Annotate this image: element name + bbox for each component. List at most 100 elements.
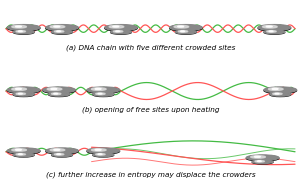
Circle shape xyxy=(96,93,105,95)
Circle shape xyxy=(52,30,72,34)
Circle shape xyxy=(16,93,25,95)
Circle shape xyxy=(266,26,272,27)
Circle shape xyxy=(111,30,131,34)
Circle shape xyxy=(87,149,119,154)
Circle shape xyxy=(8,25,40,31)
Circle shape xyxy=(92,88,106,90)
Circle shape xyxy=(46,25,78,31)
Circle shape xyxy=(272,88,278,89)
Circle shape xyxy=(13,92,34,96)
Circle shape xyxy=(54,31,64,32)
Circle shape xyxy=(95,149,101,150)
Circle shape xyxy=(54,149,60,150)
Circle shape xyxy=(50,25,65,28)
Circle shape xyxy=(93,153,114,157)
Circle shape xyxy=(52,153,72,157)
Circle shape xyxy=(93,92,114,96)
Circle shape xyxy=(46,25,78,30)
Circle shape xyxy=(8,88,40,93)
Circle shape xyxy=(252,160,273,164)
Circle shape xyxy=(246,156,279,161)
Circle shape xyxy=(49,93,70,97)
Circle shape xyxy=(113,26,119,27)
Circle shape xyxy=(8,25,40,30)
Circle shape xyxy=(116,31,119,32)
Circle shape xyxy=(52,153,72,156)
Circle shape xyxy=(93,153,114,156)
Circle shape xyxy=(257,161,261,162)
Circle shape xyxy=(270,92,291,96)
Text: (b) opening of free sites upon heating: (b) opening of free sites upon heating xyxy=(82,107,219,113)
Circle shape xyxy=(175,30,196,34)
Circle shape xyxy=(12,149,26,151)
Circle shape xyxy=(51,88,57,89)
Circle shape xyxy=(111,30,131,34)
Circle shape xyxy=(52,30,72,34)
Circle shape xyxy=(98,154,102,155)
Circle shape xyxy=(57,31,61,32)
Circle shape xyxy=(47,88,62,90)
Circle shape xyxy=(251,156,265,158)
Circle shape xyxy=(49,92,70,96)
Circle shape xyxy=(8,87,40,93)
Circle shape xyxy=(16,154,25,155)
Circle shape xyxy=(12,88,26,90)
Circle shape xyxy=(54,93,57,94)
Circle shape xyxy=(255,160,264,162)
Circle shape xyxy=(96,154,105,155)
Circle shape xyxy=(254,156,260,157)
Circle shape xyxy=(178,31,188,32)
Circle shape xyxy=(270,93,291,97)
Circle shape xyxy=(170,25,202,30)
Circle shape xyxy=(12,25,26,28)
Circle shape xyxy=(174,25,189,28)
Circle shape xyxy=(273,93,282,95)
Circle shape xyxy=(87,88,119,93)
Circle shape xyxy=(170,25,202,31)
Circle shape xyxy=(18,31,22,32)
Circle shape xyxy=(105,25,137,31)
Circle shape xyxy=(16,149,21,150)
Circle shape xyxy=(268,88,283,90)
Circle shape xyxy=(8,148,40,153)
Circle shape xyxy=(258,25,291,30)
Circle shape xyxy=(93,93,114,97)
Circle shape xyxy=(18,93,22,94)
Circle shape xyxy=(264,87,296,93)
Circle shape xyxy=(57,154,61,155)
Text: (c) further increase in entropy may displace the crowders: (c) further increase in entropy may disp… xyxy=(46,171,255,178)
Circle shape xyxy=(252,160,273,163)
Circle shape xyxy=(264,88,296,93)
Circle shape xyxy=(13,30,34,34)
Circle shape xyxy=(13,153,34,157)
Circle shape xyxy=(54,154,64,155)
Circle shape xyxy=(109,25,124,28)
Circle shape xyxy=(46,149,78,154)
Circle shape xyxy=(269,31,273,32)
Circle shape xyxy=(264,30,285,34)
Circle shape xyxy=(13,30,34,34)
Circle shape xyxy=(87,87,119,93)
Circle shape xyxy=(275,93,279,94)
Circle shape xyxy=(16,31,25,32)
Circle shape xyxy=(54,26,60,27)
Circle shape xyxy=(262,25,277,28)
Circle shape xyxy=(50,149,65,151)
Circle shape xyxy=(46,148,78,153)
Circle shape xyxy=(16,88,21,89)
Circle shape xyxy=(98,93,102,94)
Circle shape xyxy=(105,25,137,30)
Circle shape xyxy=(92,149,106,151)
Circle shape xyxy=(178,26,184,27)
Circle shape xyxy=(43,88,75,93)
Circle shape xyxy=(264,30,285,34)
Circle shape xyxy=(51,93,61,95)
Circle shape xyxy=(95,88,101,89)
Text: (a) DNA chain with five different crowded sites: (a) DNA chain with five different crowde… xyxy=(66,44,235,51)
Circle shape xyxy=(246,155,279,160)
Circle shape xyxy=(8,149,40,154)
Circle shape xyxy=(43,87,75,93)
Circle shape xyxy=(181,31,185,32)
Circle shape xyxy=(87,148,119,153)
Circle shape xyxy=(13,153,34,156)
